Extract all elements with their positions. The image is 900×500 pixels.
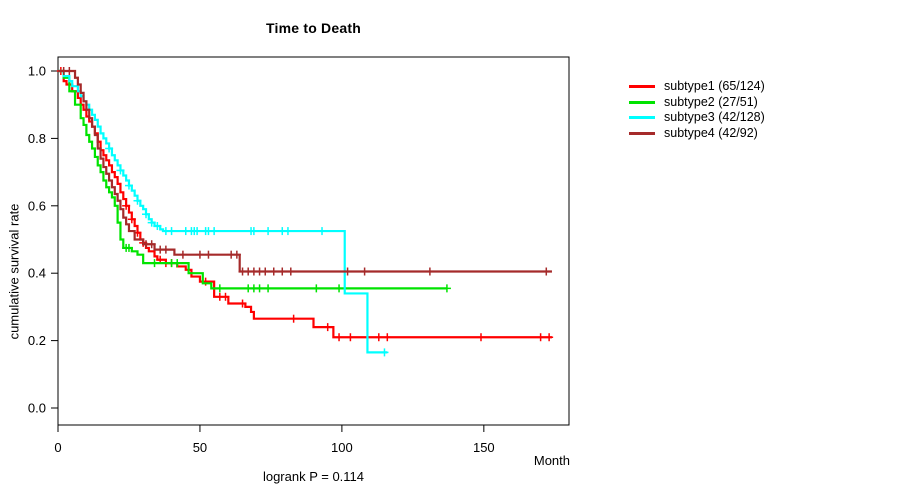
legend-item-label: subtype1 (65/124) [664,79,765,93]
x-tick-label: 100 [331,440,353,455]
survival-curve [58,69,552,339]
legend-item-subtype3: subtype3 (42/128) [629,110,765,126]
y-tick-label: 0.6 [28,198,46,213]
x-tick-label: 0 [54,440,61,455]
legend-item-subtype1: subtype1 (65/124) [629,79,765,95]
chart-title: Time to Death [266,20,361,36]
axes: 0 50 100 150 0.0 0.2 0.4 0.6 0.8 1.0 [28,56,570,455]
legend: subtype1 (65/124) subtype2 (27/51) subty… [629,79,765,141]
survival-curve [58,69,388,354]
legend-line-swatch-subtype2 [629,100,655,104]
legend-item-subtype2: subtype2 (27/51) [629,95,765,111]
legend-item-label: subtype2 (27/51) [664,94,758,109]
y-tick-label: 0.8 [28,131,46,146]
x-tick-label: 50 [193,440,207,455]
y-tick-label: 1.0 [28,64,46,79]
legend-line-swatch-subtype3 [629,116,655,120]
y-tick-label: 0.2 [28,333,46,348]
survival-curve [58,69,552,273]
x-tick-label: 150 [473,440,495,455]
x-axis-title: Month [533,453,570,468]
legend-line-swatch-subtype4 [629,131,655,135]
survival-curve [58,69,447,290]
series-subtype1 [56,67,554,342]
legend-item-label: subtype3 (42/128) [664,110,765,124]
y-tick-label: 0.4 [28,266,46,281]
y-tick-label: 0.0 [28,401,46,416]
logrank-p-label: logrank P = 0.114 [262,469,365,484]
legend-line-swatch-subtype1 [629,85,655,89]
legend-item-label: subtype4 (42/92) [664,125,758,140]
series-subtype4 [58,67,552,276]
legend-item-subtype4: subtype4 (42/92) [629,126,765,142]
series-subtype2 [58,69,451,293]
series-subtype3 [58,69,389,357]
